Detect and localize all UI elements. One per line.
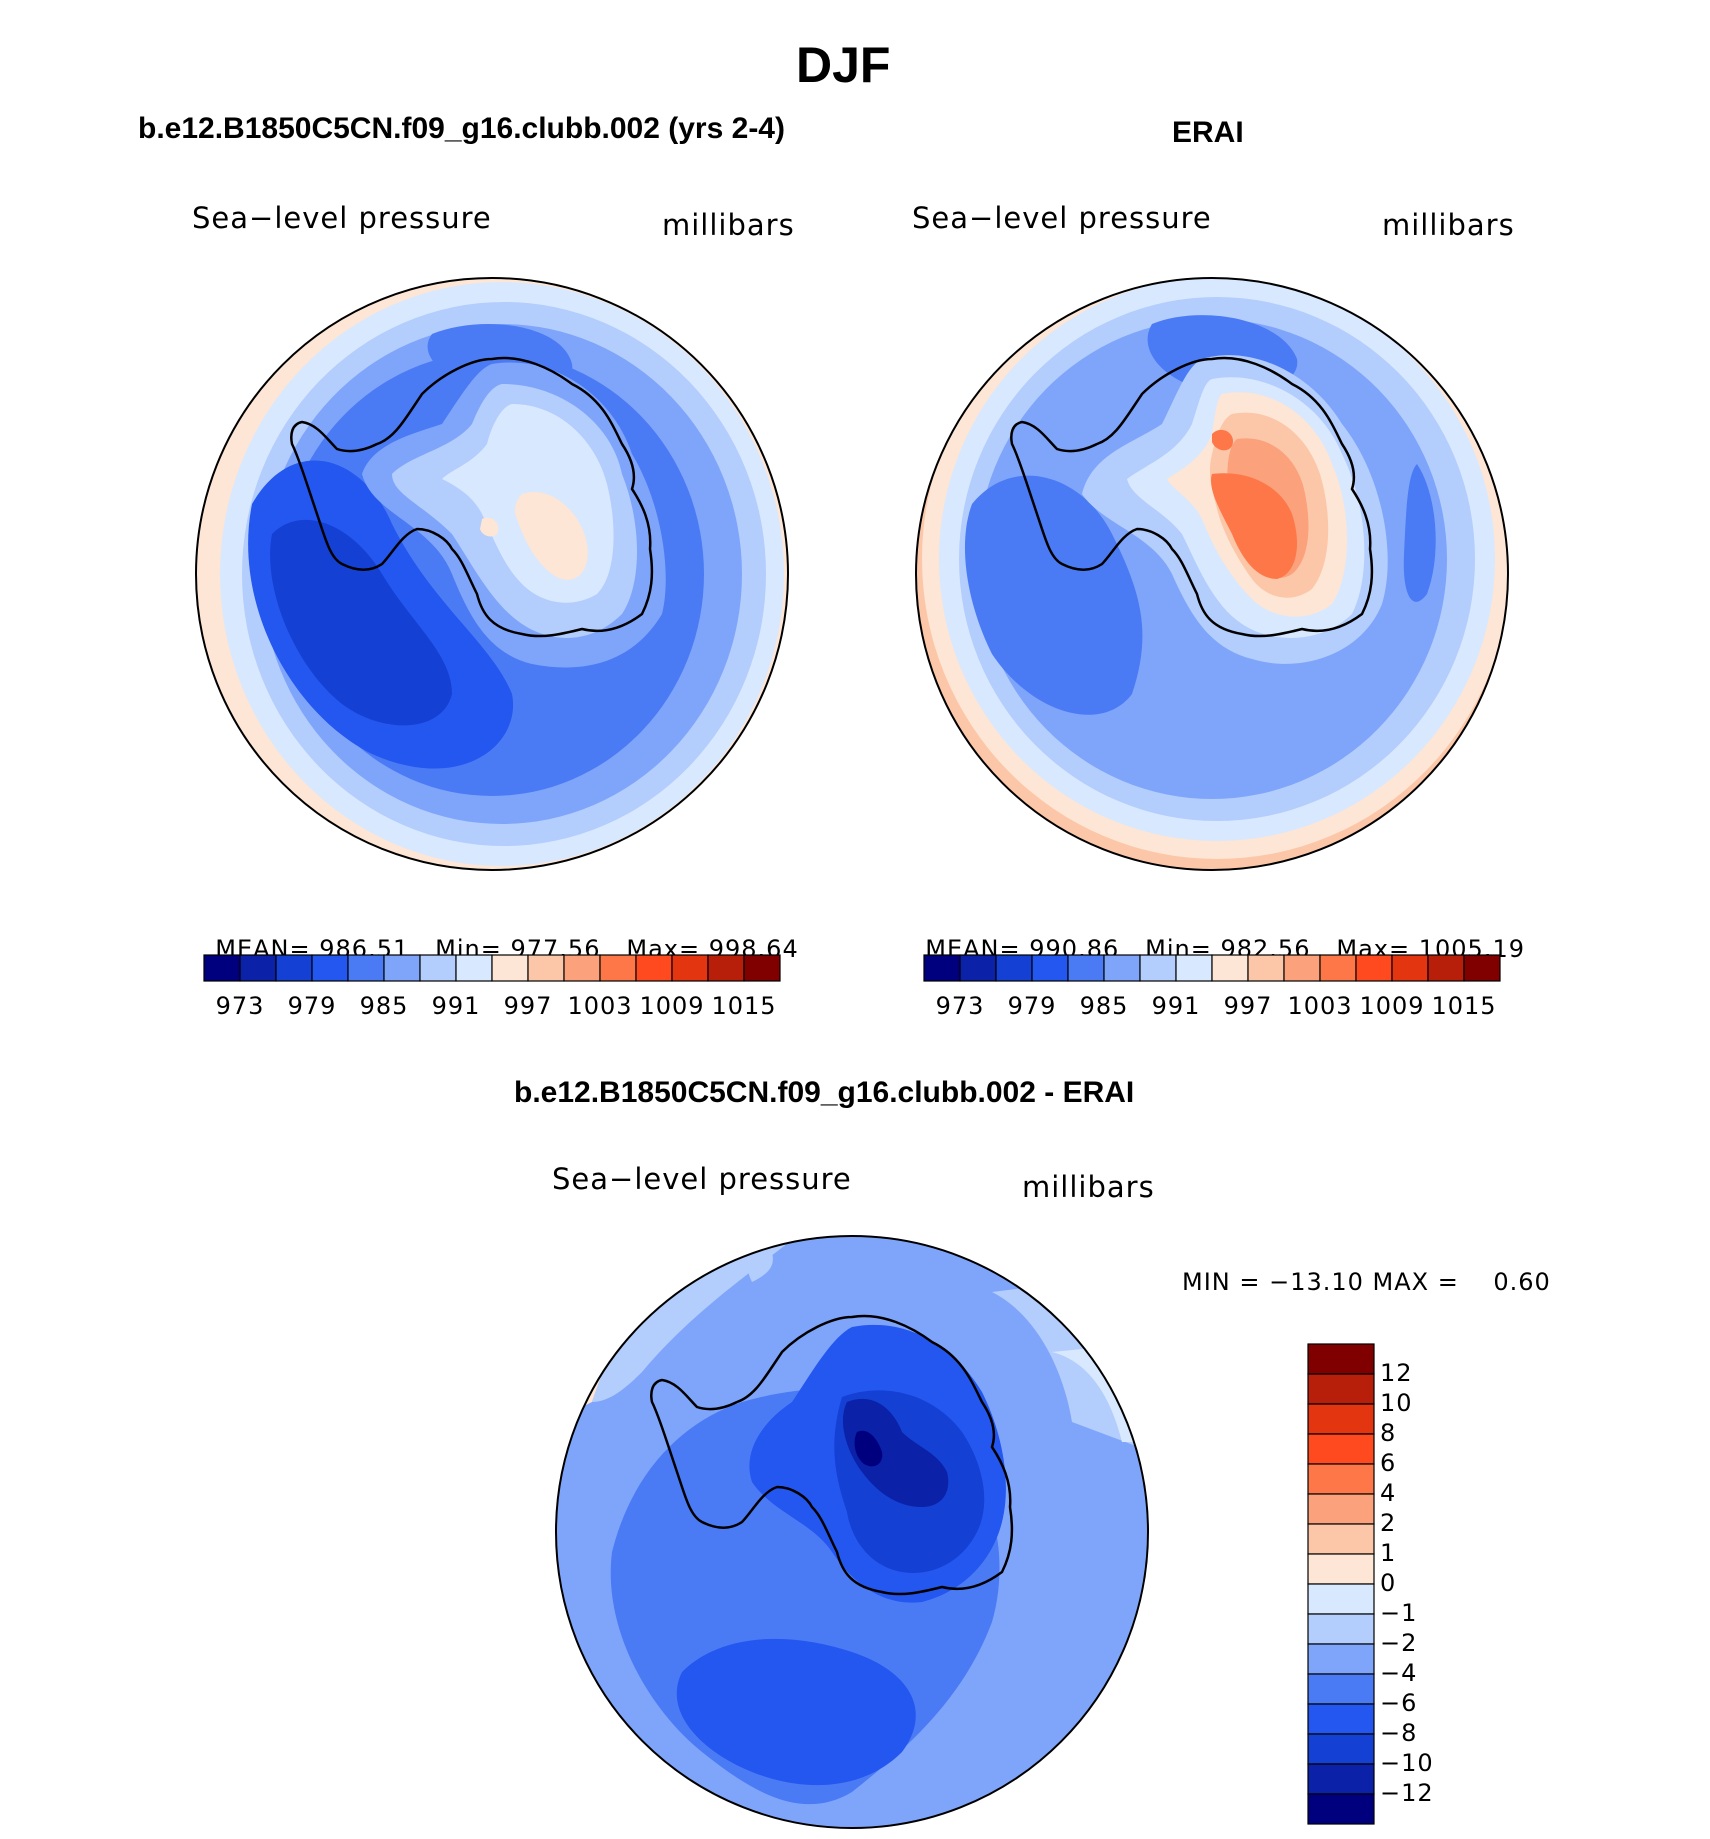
colorbar-swatch <box>1427 954 1465 982</box>
colorbar-tick-label: 985 <box>359 992 409 1020</box>
colorbar-swatch <box>1307 1673 1375 1705</box>
colorbar-swatch <box>1307 1523 1375 1555</box>
colorbar-swatch <box>1211 954 1249 982</box>
colorbar-swatch <box>1307 1703 1375 1735</box>
colorbar-swatch <box>1067 954 1105 982</box>
colorbar-swatch <box>707 954 745 982</box>
colorbar-swatch <box>1031 954 1069 982</box>
colorbar-swatch <box>1307 1793 1375 1825</box>
colorbar-swatch <box>1247 954 1285 982</box>
colorbar-swatch <box>1307 1613 1375 1645</box>
panel-2-title: ERAI <box>1172 116 1244 149</box>
panel-3-units-label: millibars <box>1022 1170 1155 1204</box>
panel-3-colorbar <box>1307 1343 1375 1825</box>
panel-1-units-label: millibars <box>662 208 795 242</box>
colorbar-tick-label: 1009 <box>1359 992 1425 1020</box>
colorbar-swatch <box>1307 1583 1375 1615</box>
colorbar-swatch <box>1307 1643 1375 1675</box>
panel-2-colorbar-ticks: 973 979 985 991 997 1003 1009 1015 <box>922 992 1502 1022</box>
colorbar-swatch <box>383 954 421 982</box>
panel-3-map <box>555 1235 1149 1829</box>
colorbar-tick-label: −10 <box>1380 1749 1434 1777</box>
colorbar-swatch <box>743 954 781 982</box>
colorbar-tick-label: 10 <box>1380 1389 1413 1417</box>
colorbar-swatch <box>1307 1433 1375 1465</box>
panel-3-min-max: MIN = −13.10 MAX = 0.60 <box>1182 1268 1551 1296</box>
colorbar-swatch <box>311 954 349 982</box>
colorbar-swatch <box>1103 954 1141 982</box>
main-title: DJF <box>796 37 891 93</box>
colorbar-tick-label: 0 <box>1380 1569 1397 1597</box>
colorbar-swatch <box>455 954 493 982</box>
colorbar-tick-label: 1015 <box>1431 992 1497 1020</box>
colorbar-tick-label: 997 <box>1223 992 1273 1020</box>
colorbar-swatch <box>239 954 277 982</box>
colorbar-tick-label: 1015 <box>711 992 777 1020</box>
colorbar-swatch <box>1139 954 1177 982</box>
colorbar-swatch <box>1319 954 1357 982</box>
colorbar-tick-label: −2 <box>1380 1629 1418 1657</box>
panel-2-variable-label: Sea−level pressure <box>912 201 1212 235</box>
colorbar-swatch <box>959 954 997 982</box>
panel-3-colorbar-ticks: 12 10 8 6 4 2 1 0 −1 −2 −4 −6 −8 −10 −12 <box>1380 1342 1480 1826</box>
colorbar-swatch <box>563 954 601 982</box>
panel-1-colorbar-ticks: 973 979 985 991 997 1003 1009 1015 <box>202 992 782 1022</box>
colorbar-swatch <box>1355 954 1393 982</box>
colorbar-tick-label: 973 <box>215 992 265 1020</box>
panel-1-map <box>195 277 789 871</box>
colorbar-tick-label: −8 <box>1380 1719 1418 1747</box>
colorbar-swatch <box>419 954 457 982</box>
panel-1-title: b.e12.B1850C5CN.f09_g16.clubb.002 (yrs 2… <box>138 112 785 145</box>
colorbar-swatch <box>1307 1493 1375 1525</box>
colorbar-tick-label: 991 <box>1151 992 1201 1020</box>
colorbar-swatch <box>923 954 961 982</box>
colorbar-swatch <box>1307 1763 1375 1795</box>
colorbar-tick-label: 2 <box>1380 1509 1397 1537</box>
colorbar-tick-label: −4 <box>1380 1659 1418 1687</box>
colorbar-swatch <box>599 954 637 982</box>
colorbar-tick-label: 1009 <box>639 992 705 1020</box>
colorbar-swatch <box>203 954 241 982</box>
colorbar-swatch <box>671 954 709 982</box>
colorbar-swatch <box>347 954 385 982</box>
colorbar-tick-label: 979 <box>1007 992 1057 1020</box>
colorbar-swatch <box>491 954 529 982</box>
panel-3-title: b.e12.B1850C5CN.f09_g16.clubb.002 - ERAI <box>514 1076 1135 1109</box>
colorbar-swatch <box>1283 954 1321 982</box>
colorbar-tick-label: −1 <box>1380 1599 1418 1627</box>
colorbar-tick-label: 6 <box>1380 1449 1397 1477</box>
colorbar-tick-label: 1003 <box>1287 992 1353 1020</box>
colorbar-swatch <box>1463 954 1501 982</box>
colorbar-tick-label: −12 <box>1380 1779 1434 1807</box>
colorbar-tick-label: 979 <box>287 992 337 1020</box>
colorbar-tick-label: 985 <box>1079 992 1129 1020</box>
colorbar-tick-label: 1003 <box>567 992 633 1020</box>
colorbar-tick-label: 1 <box>1380 1539 1397 1567</box>
colorbar-swatch <box>1307 1343 1375 1375</box>
panel-2-colorbar <box>923 954 1501 982</box>
colorbar-tick-label: −6 <box>1380 1689 1418 1717</box>
colorbar-tick-label: 12 <box>1380 1359 1413 1387</box>
colorbar-tick-label: 8 <box>1380 1419 1397 1447</box>
colorbar-swatch <box>1307 1553 1375 1585</box>
colorbar-tick-label: 991 <box>431 992 481 1020</box>
panel-1-colorbar <box>203 954 781 982</box>
colorbar-swatch <box>1307 1403 1375 1435</box>
colorbar-swatch <box>1175 954 1213 982</box>
colorbar-swatch <box>275 954 313 982</box>
colorbar-tick-label: 997 <box>503 992 553 1020</box>
colorbar-swatch <box>1391 954 1429 982</box>
colorbar-swatch <box>527 954 565 982</box>
colorbar-tick-label: 4 <box>1380 1479 1397 1507</box>
panel-2-map <box>915 277 1509 871</box>
colorbar-swatch <box>995 954 1033 982</box>
panel-2-units-label: millibars <box>1382 208 1515 242</box>
colorbar-swatch <box>1307 1373 1375 1405</box>
panel-3-variable-label: Sea−level pressure <box>552 1162 852 1196</box>
colorbar-swatch <box>1307 1733 1375 1765</box>
colorbar-swatch <box>635 954 673 982</box>
colorbar-tick-label: 973 <box>935 992 985 1020</box>
panel-1-variable-label: Sea−level pressure <box>192 201 492 235</box>
colorbar-swatch <box>1307 1463 1375 1495</box>
